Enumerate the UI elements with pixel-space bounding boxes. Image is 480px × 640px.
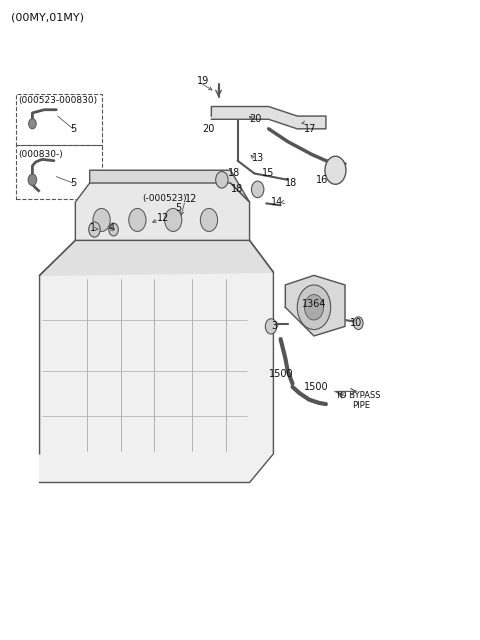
Text: 14: 14 — [271, 197, 283, 207]
Text: TO BYPASS: TO BYPASS — [336, 390, 381, 400]
Text: (00MY,01MY): (00MY,01MY) — [11, 12, 84, 22]
Polygon shape — [75, 183, 250, 241]
Text: 5: 5 — [176, 204, 182, 214]
Circle shape — [93, 209, 110, 232]
Circle shape — [89, 222, 100, 237]
Text: 4: 4 — [109, 223, 115, 232]
Text: 18: 18 — [228, 168, 240, 179]
Polygon shape — [39, 241, 274, 275]
Text: 5: 5 — [71, 178, 77, 188]
Circle shape — [354, 317, 363, 330]
Polygon shape — [285, 275, 345, 336]
Circle shape — [216, 172, 228, 188]
Polygon shape — [211, 106, 326, 129]
Polygon shape — [39, 241, 274, 483]
Text: 15: 15 — [262, 168, 274, 179]
Circle shape — [28, 174, 36, 186]
Text: 16: 16 — [316, 175, 329, 185]
Circle shape — [200, 209, 217, 232]
Text: 13: 13 — [252, 152, 264, 163]
Text: 18: 18 — [285, 178, 298, 188]
Circle shape — [304, 294, 324, 320]
Text: 3: 3 — [271, 321, 277, 332]
Text: (000830-): (000830-) — [18, 150, 63, 159]
Text: 1500: 1500 — [304, 382, 329, 392]
Text: PIPE: PIPE — [352, 401, 370, 410]
Text: 1364: 1364 — [302, 299, 326, 309]
Text: 18: 18 — [230, 184, 243, 195]
Text: 19: 19 — [197, 76, 209, 86]
Text: 1500: 1500 — [269, 369, 293, 379]
Circle shape — [165, 209, 182, 232]
Text: 5: 5 — [71, 124, 77, 134]
Text: 10: 10 — [350, 318, 362, 328]
Text: (000523-000830): (000523-000830) — [18, 95, 97, 105]
Circle shape — [325, 156, 346, 184]
Circle shape — [252, 181, 264, 198]
Circle shape — [129, 209, 146, 232]
Text: 20: 20 — [202, 124, 214, 134]
Text: 17: 17 — [304, 124, 317, 134]
Circle shape — [29, 118, 36, 129]
Circle shape — [297, 285, 331, 330]
Circle shape — [265, 319, 277, 334]
Polygon shape — [90, 170, 250, 202]
Text: (-000523): (-000523) — [142, 195, 187, 204]
Text: 20: 20 — [250, 115, 262, 124]
Text: 12: 12 — [156, 213, 169, 223]
Text: 1: 1 — [90, 223, 96, 232]
Text: 12: 12 — [185, 194, 197, 204]
Circle shape — [109, 223, 118, 236]
